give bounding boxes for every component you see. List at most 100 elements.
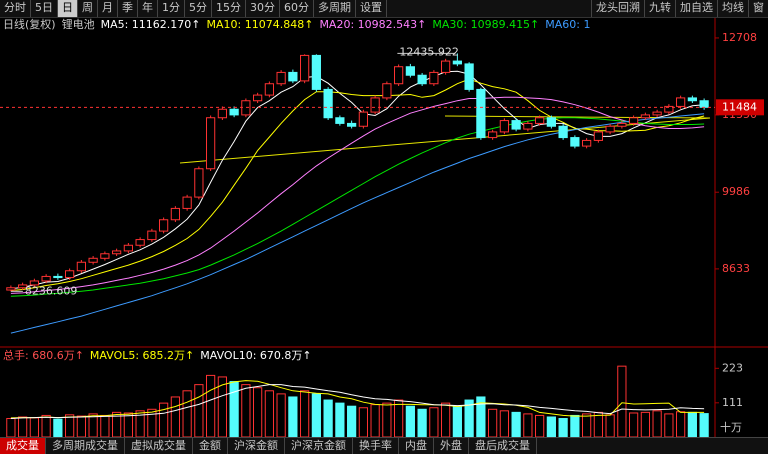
candle-body [76, 261, 86, 272]
tab[interactable]: 盘后成交量 [469, 438, 537, 454]
toolbar-button[interactable]: 设置 [356, 0, 387, 17]
candle-body [288, 71, 298, 82]
toolbar-button[interactable]: 均线 [717, 0, 748, 17]
candle-body [123, 244, 133, 252]
candle-body [6, 287, 16, 291]
volume-bar [253, 387, 263, 438]
candle-body [311, 54, 321, 90]
candle-body [370, 97, 380, 113]
tabs: 成交量 多周期成交量 虚拟成交量 金额 沪深金额 沪深京金额 换手率 内盘 外盘 盘后成交量 [0, 437, 768, 454]
candle-body [253, 94, 263, 102]
volume-bar [41, 414, 51, 438]
volume-bar [558, 418, 568, 438]
toolbar-button[interactable]: 分时 [0, 0, 31, 17]
volume-bar [511, 411, 521, 438]
candle-body [546, 117, 556, 127]
candle-body [511, 120, 521, 130]
candle-body [464, 63, 474, 90]
toolbar: 分时 5日日周月季年 1分 5分 15分 30分 60分 多周期 设置 [0, 0, 768, 18]
candle-body [147, 230, 157, 241]
volume-bar [370, 404, 380, 438]
high-label: 12435.922 [399, 45, 459, 58]
low-label: 8236.609 [25, 284, 78, 297]
toolbar-button[interactable]: 月 [98, 0, 118, 17]
volume-legend: 总手: 680.6万↑ [3, 349, 84, 362]
toolbar-button[interactable]: 30分 [246, 0, 280, 17]
volume-bar [276, 393, 286, 438]
volume-bar [335, 402, 345, 438]
candle-body [323, 88, 333, 119]
volume-bar [523, 413, 533, 438]
volume-bar [582, 413, 592, 438]
tab[interactable]: 沪深金额 [228, 438, 285, 454]
volume-bar [405, 405, 415, 438]
toolbar-button[interactable]: 15分 [212, 0, 246, 17]
candle-body [264, 83, 274, 96]
candle-body [687, 97, 697, 102]
toolbar-button[interactable]: 5分 [185, 0, 212, 17]
volume-bar [382, 402, 392, 438]
tab[interactable]: 换手率 [353, 438, 399, 454]
ma-line [10, 96, 705, 294]
volume-bar [358, 407, 368, 438]
volume-bar [499, 410, 509, 438]
ma-line [10, 117, 705, 297]
candle-body [699, 100, 709, 108]
toolbar-button[interactable]: 九转 [644, 0, 675, 17]
toolbar-button[interactable]: 年 [138, 0, 158, 17]
candle-body [170, 207, 180, 221]
toolbar-button[interactable]: 1分 [158, 0, 185, 17]
volume-bar [640, 411, 650, 438]
candle-body [194, 168, 204, 198]
candle-body [18, 284, 28, 289]
volume-bar [652, 410, 662, 438]
candle-body [206, 117, 216, 170]
ma-legend: MA5: 11162.170↑ [100, 18, 201, 31]
volume-bar [441, 402, 451, 438]
toolbar-button[interactable]: 加自选 [675, 0, 717, 17]
volume-bar [65, 414, 75, 438]
ma-line [10, 113, 705, 334]
tab[interactable]: 内盘 [399, 438, 434, 454]
volume-bar [687, 411, 697, 438]
toolbar-button[interactable]: 5日 [31, 0, 58, 17]
trend-line [179, 117, 711, 164]
volume-bar [488, 408, 498, 438]
candle-body [394, 66, 404, 85]
candle-body [358, 111, 368, 127]
volume-bar [264, 390, 274, 438]
candle-body [452, 60, 462, 65]
volume-ma-line [10, 380, 705, 419]
candle-body [640, 114, 650, 119]
ma-line [10, 78, 705, 292]
y-tick-label: 8633 [722, 262, 750, 275]
tab[interactable]: 成交量 [0, 438, 46, 454]
candle-body [88, 257, 98, 263]
volume-bar [394, 399, 404, 438]
candle-body [629, 117, 639, 124]
tab[interactable]: 虚拟成交量 [125, 438, 193, 454]
volume-bar [206, 374, 216, 438]
volume-bar [535, 414, 545, 438]
toolbar-button[interactable]: 龙头回溯 [591, 0, 644, 17]
tab[interactable]: 金额 [193, 438, 228, 454]
tab[interactable]: 外盘 [434, 438, 469, 454]
toolbar-button[interactable]: 60分 [280, 0, 314, 17]
volume-bar [429, 407, 439, 438]
candle-body [135, 239, 145, 246]
toolbar-button[interactable]: 日 [58, 0, 78, 17]
volume-bar [194, 384, 204, 438]
volume-bar [182, 390, 192, 438]
toolbar-right: 龙头回溯 九转 加自选 均线窗 [591, 0, 768, 17]
volume-bar [452, 405, 462, 438]
volume-bar [100, 414, 110, 438]
tab[interactable]: 多周期成交量 [46, 438, 125, 454]
toolbar-button[interactable]: 季 [118, 0, 138, 17]
toolbar-button[interactable]: 周 [78, 0, 98, 17]
tab[interactable]: 沪深京金额 [285, 438, 353, 454]
toolbar-button[interactable]: 窗 [748, 0, 768, 17]
toolbar-button[interactable]: 多周期 [314, 0, 356, 17]
candle-body [558, 125, 568, 139]
period: 日线(复权) [3, 18, 56, 31]
candle-body [276, 71, 286, 85]
